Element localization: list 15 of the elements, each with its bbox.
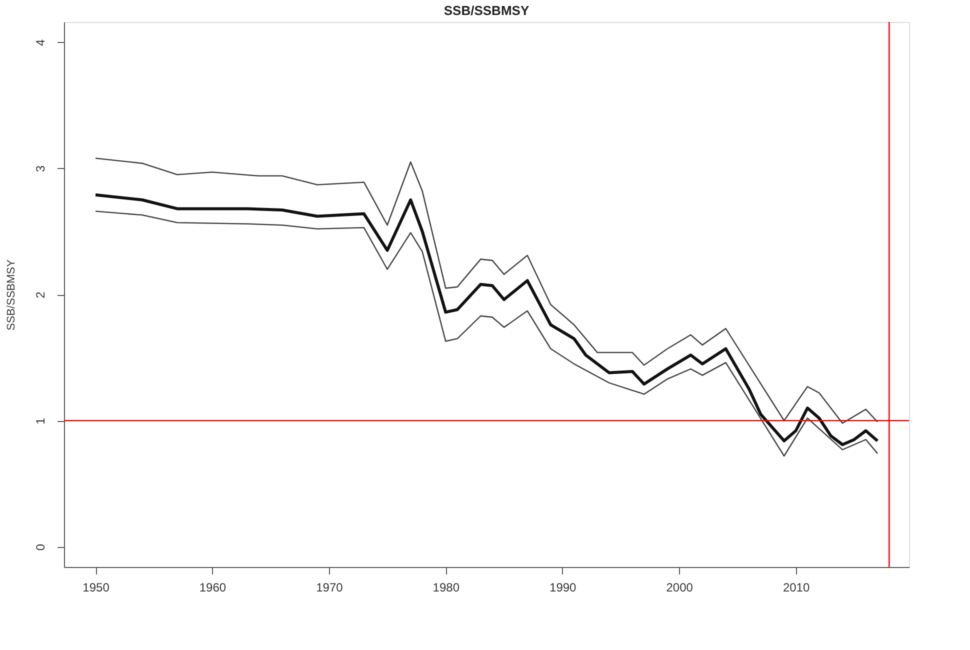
y-tick-label: 2: [34, 291, 48, 298]
x-tick-label: 2000: [666, 580, 694, 594]
x-tick-label: 2010: [782, 580, 810, 594]
x-tick-label: 1970: [316, 580, 344, 594]
x-tick-label: 1990: [550, 580, 577, 594]
y-tick-label: 4: [34, 39, 48, 46]
line-series: [94, 158, 878, 424]
x-tick-label: 1950: [82, 580, 110, 594]
x-tick-label: 1980: [432, 580, 460, 594]
y-tick-label: 0: [34, 544, 48, 551]
x-tick-label: 1960: [199, 580, 226, 594]
chart-title: SSB/SSBMSY: [444, 3, 530, 18]
y-tick-label: 3: [34, 165, 48, 172]
y-axis-title: SSB/SSBMSY: [6, 258, 18, 330]
y-tick-label: 1: [34, 418, 48, 424]
